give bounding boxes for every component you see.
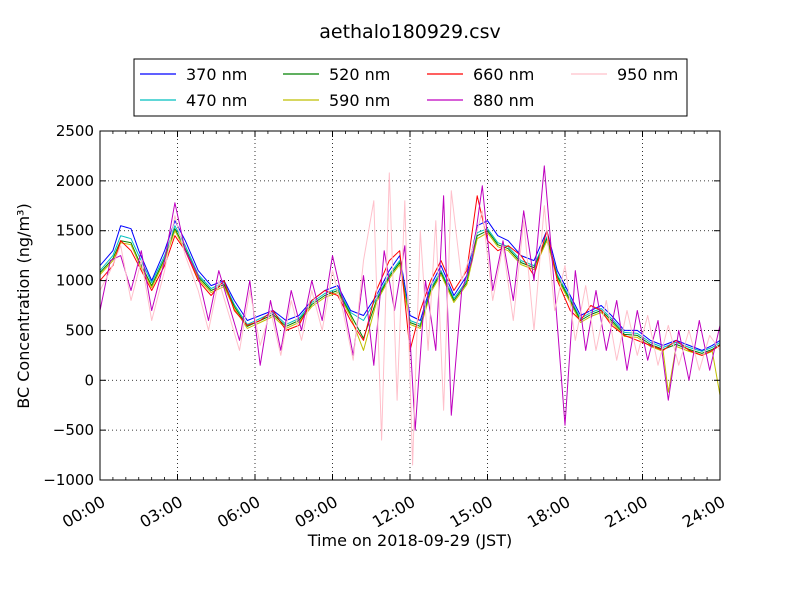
series-line-370-nm: [100, 220, 720, 351]
series-line-950-nm: [100, 172, 720, 466]
legend-label: 950 nm: [617, 65, 678, 84]
axis-ticks: [99, 130, 721, 481]
y-tick-label: 2000: [56, 172, 94, 190]
y-tick-label: 2500: [56, 122, 94, 140]
y-tick-label: 500: [65, 321, 94, 339]
series-lines: [100, 165, 720, 466]
series-line-880-nm: [100, 165, 720, 431]
y-tick-label: 1500: [56, 222, 94, 240]
y-tick-label: 0: [84, 371, 94, 389]
legend-label: 470 nm: [186, 91, 247, 110]
series-line-470-nm: [100, 225, 720, 352]
chart-title: aethalo180929.csv: [319, 21, 501, 43]
legend-frame: [133, 58, 688, 117]
y-axis-tick-labels: −1000 −500 0 500 1000 1500 2000 2500: [43, 122, 94, 489]
y-axis-label: BC Concentration (ng/m³): [14, 203, 33, 408]
legend-label: 370 nm: [186, 65, 247, 84]
y-tick-label: 1000: [56, 272, 94, 290]
legend: 370 nm 470 nm 520 nm 590 nm 660 nm 880 nm 950 …: [133, 58, 688, 117]
legend-item: 590 nm: [283, 91, 390, 110]
y-tick-label: −1000: [43, 471, 94, 489]
legend-label: 590 nm: [329, 91, 390, 110]
y-tick-label: −500: [53, 421, 94, 439]
legend-item: 370 nm: [140, 65, 247, 84]
legend-item: 660 nm: [427, 65, 534, 84]
legend-item: 950 nm: [571, 65, 678, 84]
legend-item: 880 nm: [427, 91, 534, 110]
series-line-590-nm: [100, 230, 720, 396]
legend-label: 880 nm: [473, 91, 534, 110]
legend-label: 660 nm: [473, 65, 534, 84]
grid: [100, 131, 720, 480]
legend-item: 470 nm: [140, 91, 247, 110]
x-axis-label: Time on 2018-09-29 (JST): [307, 531, 512, 550]
legend-item: 520 nm: [283, 65, 390, 84]
legend-label: 520 nm: [329, 65, 390, 84]
series-line-660-nm: [100, 195, 720, 356]
